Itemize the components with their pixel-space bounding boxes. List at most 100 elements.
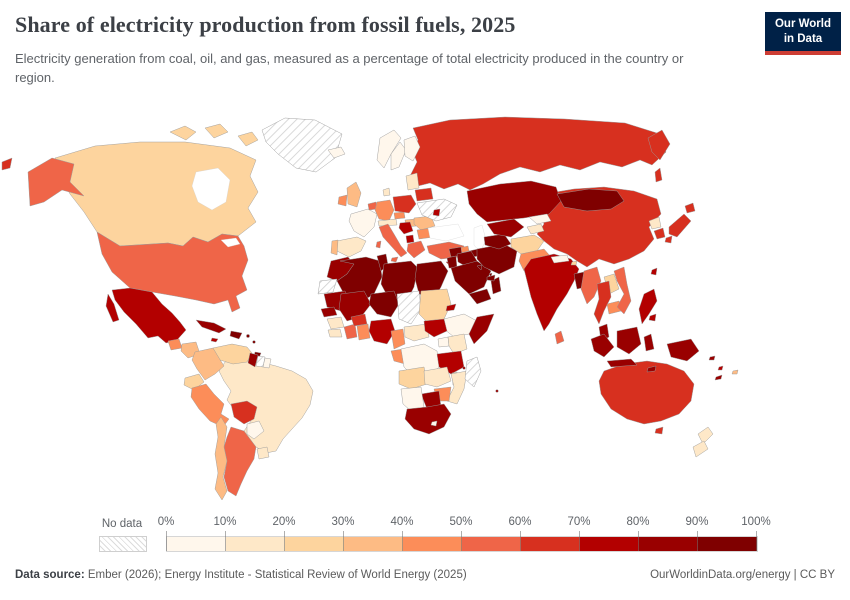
country-solomon-islands[interactable] <box>708 355 716 361</box>
country-italy[interactable] <box>378 223 408 258</box>
country-finland[interactable] <box>403 135 421 162</box>
country-united-kingdom[interactable] <box>346 181 362 208</box>
country-uzbekistan[interactable] <box>486 218 525 238</box>
country-indonesia-borneo[interactable] <box>616 326 642 355</box>
country-spain[interactable] <box>336 236 367 258</box>
country-comoros-dot[interactable] <box>462 366 466 370</box>
country-jamaica[interactable] <box>210 337 219 343</box>
legend-bin-70%-80%[interactable] <box>580 537 639 551</box>
country-south-sudan[interactable] <box>423 318 448 338</box>
country-vanuatu[interactable] <box>717 365 724 371</box>
country-uganda[interactable] <box>437 336 450 348</box>
country-czechia[interactable] <box>393 211 406 220</box>
country-chad[interactable] <box>396 290 422 325</box>
country-philippines[interactable] <box>638 288 658 325</box>
country-israel-jordan[interactable] <box>446 255 458 269</box>
legend-bin-0%-10%[interactable] <box>167 537 226 551</box>
legend-bin-20%-30%[interactable] <box>285 537 344 551</box>
country-switzerland-austria[interactable] <box>377 218 398 227</box>
country-germany[interactable] <box>374 199 395 222</box>
country-philippines-mindanao[interactable] <box>648 313 657 322</box>
country-belarus[interactable] <box>414 187 434 202</box>
no-data-swatch[interactable] <box>99 536 147 552</box>
country-kenya[interactable] <box>447 333 468 355</box>
owid-link[interactable]: OurWorldinData.org/energy | CC BY <box>650 569 835 581</box>
country-alaska[interactable] <box>27 157 85 207</box>
country-russia-west-fragment[interactable] <box>1 157 13 171</box>
country-canada-islands-1[interactable] <box>169 125 197 141</box>
country-guyana[interactable] <box>247 352 259 368</box>
country-mongolia[interactable] <box>556 188 625 212</box>
country-japan-kyushu[interactable] <box>664 235 673 244</box>
country-mexico[interactable] <box>111 287 187 344</box>
country-greece[interactable] <box>406 240 426 259</box>
country-balkans-west[interactable] <box>398 221 414 235</box>
country-japan-honshu[interactable] <box>668 213 692 238</box>
country-brazil[interactable] <box>218 357 314 454</box>
country-baltic-states[interactable] <box>405 172 420 191</box>
country-timor[interactable] <box>646 365 657 373</box>
country-indonesia-java[interactable] <box>606 358 638 368</box>
legend-bin-50%-60%[interactable] <box>462 537 521 551</box>
country-fiji[interactable] <box>731 369 739 375</box>
country-mexico-baja[interactable] <box>105 293 120 323</box>
country-portugal[interactable] <box>330 239 339 256</box>
country-south-korea[interactable] <box>653 227 666 240</box>
legend-bin-40%-50%[interactable] <box>403 537 462 551</box>
country-cuba[interactable] <box>195 319 227 334</box>
country-somalia[interactable] <box>468 313 495 345</box>
country-south-africa[interactable] <box>404 403 452 435</box>
country-chile[interactable] <box>214 416 228 501</box>
country-canada-islands-3[interactable] <box>237 131 259 147</box>
country-mauritius-dot[interactable] <box>495 389 499 393</box>
legend-bin-90%-100%[interactable] <box>698 537 757 551</box>
country-kuwait[interactable] <box>476 264 483 271</box>
country-bhutan[interactable] <box>570 260 578 266</box>
country-albania-macedonia[interactable] <box>405 234 415 244</box>
country-japan-hokkaido[interactable] <box>684 202 696 214</box>
country-caribbean-dot-2[interactable] <box>252 340 256 344</box>
country-moldova[interactable] <box>432 208 441 217</box>
country-uae[interactable] <box>486 274 496 282</box>
country-angola[interactable] <box>398 366 428 390</box>
country-canada-islands-2[interactable] <box>204 123 229 139</box>
country-sierra-leone-liberia[interactable] <box>327 328 343 338</box>
owid-logo[interactable]: Our World in Data <box>765 12 841 55</box>
country-taiwan[interactable] <box>650 267 658 276</box>
country-french-guiana[interactable] <box>262 357 272 369</box>
legend-bin-60%-70%[interactable] <box>521 537 580 551</box>
country-ghana[interactable] <box>356 323 371 341</box>
country-thailand[interactable] <box>593 280 612 325</box>
country-vietnam[interactable] <box>613 266 632 315</box>
country-colombia[interactable] <box>191 347 225 381</box>
country-caribbean-dot-1[interactable] <box>246 334 250 338</box>
country-sri-lanka[interactable] <box>554 330 565 345</box>
country-denmark[interactable] <box>382 187 391 197</box>
country-lesotho[interactable] <box>430 420 438 427</box>
country-north-korea[interactable] <box>648 216 662 230</box>
country-new-zealand-north[interactable] <box>697 426 714 445</box>
legend-bin-30%-40%[interactable] <box>344 537 403 551</box>
legend-bin-80%-90%[interactable] <box>639 537 698 551</box>
country-madagascar[interactable] <box>464 356 482 388</box>
country-uruguay[interactable] <box>256 446 270 460</box>
country-france[interactable] <box>348 208 378 238</box>
country-kyrgyzstan[interactable] <box>528 213 552 225</box>
country-nigeria[interactable] <box>368 318 396 345</box>
country-western-sahara[interactable] <box>317 278 338 295</box>
country-namibia[interactable] <box>400 386 425 412</box>
country-russia-kamchatka[interactable] <box>647 129 671 161</box>
country-ireland[interactable] <box>337 194 348 207</box>
country-greenland[interactable] <box>261 117 343 173</box>
country-myanmar[interactable] <box>580 266 602 305</box>
country-italy-sicily[interactable] <box>390 256 399 263</box>
country-guinea[interactable] <box>326 316 345 330</box>
country-india[interactable] <box>523 253 580 332</box>
country-russia[interactable] <box>409 116 667 191</box>
country-peru[interactable] <box>190 383 230 428</box>
country-yemen[interactable] <box>468 288 492 305</box>
country-central-african-republic[interactable] <box>403 323 430 342</box>
country-new-caledonia[interactable] <box>714 374 723 381</box>
country-bolivia[interactable] <box>230 400 258 425</box>
country-indonesia-sulawesi[interactable] <box>643 333 655 352</box>
